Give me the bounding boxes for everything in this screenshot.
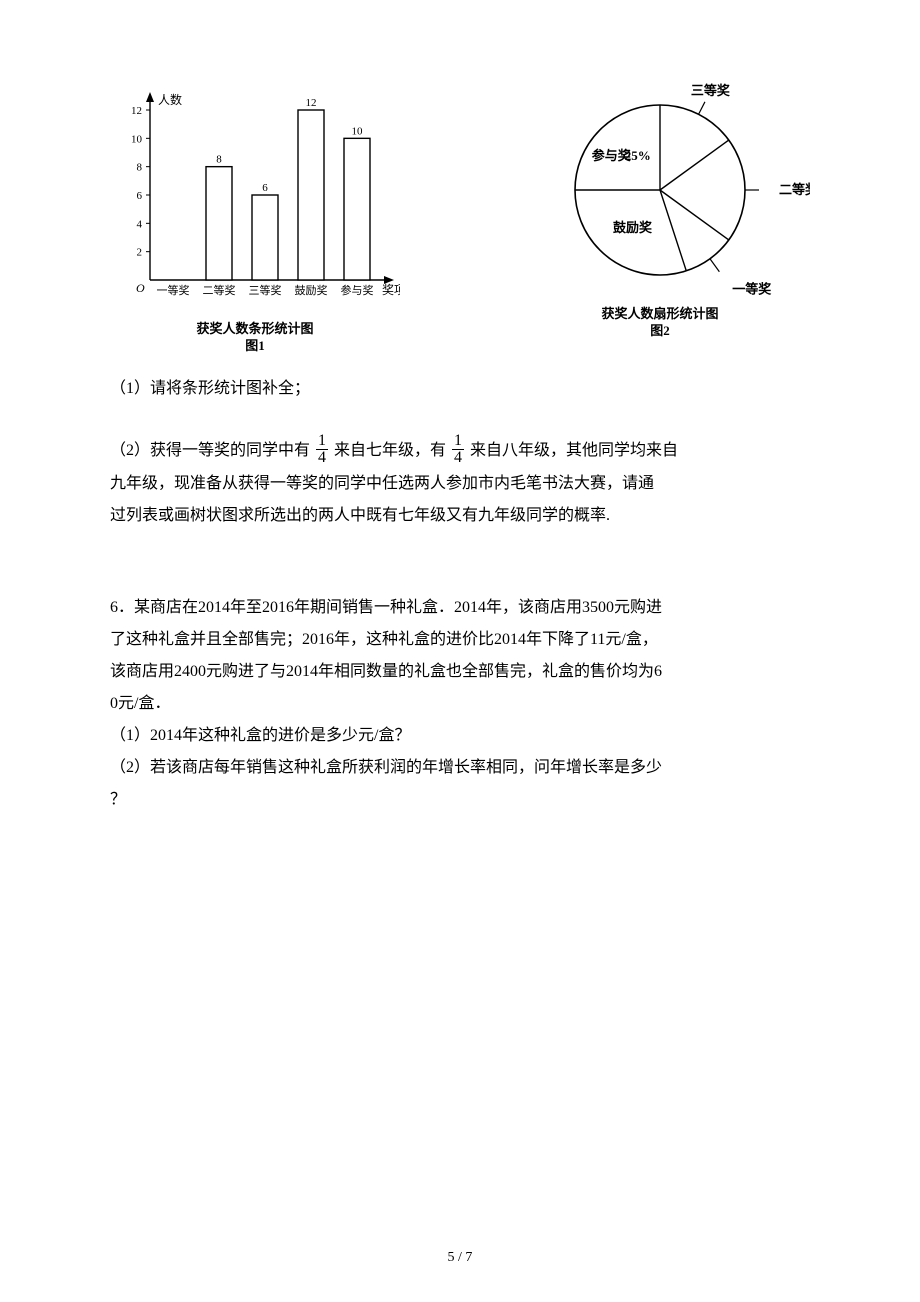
bar-chart-svg: 人数奖项 O 2 4 6 8 10 12 一等奖 8 二等奖 6 三等奖 12 鼓励奖 10 参与奖 — [110, 80, 400, 310]
frac-den-a: 4 — [316, 450, 328, 466]
bar-chart: 人数奖项 O 2 4 6 8 10 12 一等奖 8 二等奖 6 三等奖 12 鼓励奖 10 参与奖 获奖人数条… — [110, 80, 400, 355]
pie-caption-line1: 获奖人数扇形统计图 — [601, 306, 718, 321]
svg-text:鼓励奖: 鼓励奖 — [613, 220, 653, 235]
svg-text:10: 10 — [131, 133, 143, 145]
svg-text:一等奖: 一等奖 — [157, 283, 190, 297]
bar-caption-line2: 图1 — [245, 338, 265, 353]
svg-text:8: 8 — [137, 162, 143, 174]
svg-text:12: 12 — [131, 105, 142, 117]
q5-line2: （2）获得一等奖的同学中有 1 4 来自七年级，有 1 4 来自八年级，其他同学… — [110, 435, 810, 468]
bar-caption-line1: 获奖人数条形统计图 — [196, 321, 313, 336]
frac-num-a: 1 — [316, 433, 328, 450]
svg-text:2: 2 — [137, 247, 143, 259]
svg-text:10: 10 — [352, 125, 364, 137]
svg-text:6: 6 — [262, 182, 268, 194]
q6-p7: ？ — [110, 784, 810, 816]
svg-text:一等奖: 一等奖 — [732, 282, 772, 297]
svg-text:二等奖: 二等奖 — [779, 182, 810, 197]
pie-chart: 三等奖二等奖一等奖鼓励奖参与奖25% 获奖人数扇形统计图 图2 — [510, 80, 810, 340]
svg-text:8: 8 — [216, 154, 222, 166]
svg-text:鼓励奖: 鼓励奖 — [295, 283, 328, 297]
svg-text:O: O — [136, 281, 145, 295]
q6-p5: （1）2014年这种礼盒的进价是多少元/盒？ — [110, 720, 810, 752]
q6-p2: 了这种礼盒并且全部售完；2016年，这种礼盒的进价比2014年下降了11元/盒， — [110, 624, 810, 656]
q5-line2c: 来自八年级，其他同学均来自 — [470, 442, 678, 459]
q5-line4: 过列表或画树状图求所选出的两人中既有七年级又有九年级同学的概率. — [110, 500, 810, 532]
q5-line3: 九年级，现准备从获得一等奖的同学中任选两人参加市内毛笔书法大赛，请通 — [110, 468, 810, 500]
svg-text:4: 4 — [137, 218, 143, 230]
q5-line2b: 来自七年级，有 — [334, 442, 446, 459]
q5-line2a: （2）获得一等奖的同学中有 — [110, 442, 310, 459]
page-number: 5 / 7 — [0, 1250, 920, 1266]
pie-chart-svg: 三等奖二等奖一等奖鼓励奖参与奖25% — [510, 80, 810, 300]
pie-chart-caption: 获奖人数扇形统计图 图2 — [601, 306, 718, 340]
svg-text:三等奖: 三等奖 — [249, 283, 282, 297]
svg-text:12: 12 — [306, 97, 317, 109]
q6-p3: 该商店用2400元购进了与2014年相同数量的礼盒也全部售完，礼盒的售价均为6 — [110, 656, 810, 688]
svg-text:二等奖: 二等奖 — [203, 283, 236, 297]
frac-den-b: 4 — [452, 450, 464, 466]
q6-p6: （2）若该商店每年销售这种礼盒所获利润的年增长率相同，问年增长率是多少 — [110, 752, 810, 784]
bar-chart-caption: 获奖人数条形统计图 图1 — [110, 321, 400, 355]
pie-caption-line2: 图2 — [650, 323, 670, 338]
svg-text:6: 6 — [137, 190, 143, 202]
q6-p4: 0元/盒． — [110, 688, 810, 720]
question-6-text: 6．某商店在2014年至2016年期间销售一种礼盒．2014年，该商店用3500… — [110, 592, 810, 816]
svg-text:参与奖: 参与奖 — [341, 283, 374, 297]
fraction-1-4-b: 1 4 — [452, 433, 464, 466]
frac-num-b: 1 — [452, 433, 464, 450]
svg-text:三等奖: 三等奖 — [691, 83, 731, 98]
fraction-1-4-a: 1 4 — [316, 433, 328, 466]
question-5-text: （1）请将条形统计图补全； （2）获得一等奖的同学中有 1 4 来自七年级，有 … — [110, 373, 810, 532]
charts-row: 人数奖项 O 2 4 6 8 10 12 一等奖 8 二等奖 6 三等奖 12 鼓励奖 10 参与奖 获奖人数条… — [110, 80, 810, 355]
q6-p1: 6．某商店在2014年至2016年期间销售一种礼盒．2014年，该商店用3500… — [110, 592, 810, 624]
svg-text:25%: 25% — [625, 148, 651, 163]
svg-text:人数: 人数 — [158, 92, 182, 107]
svg-text:奖项: 奖项 — [382, 283, 400, 297]
q5-line1: （1）请将条形统计图补全； — [110, 373, 810, 405]
